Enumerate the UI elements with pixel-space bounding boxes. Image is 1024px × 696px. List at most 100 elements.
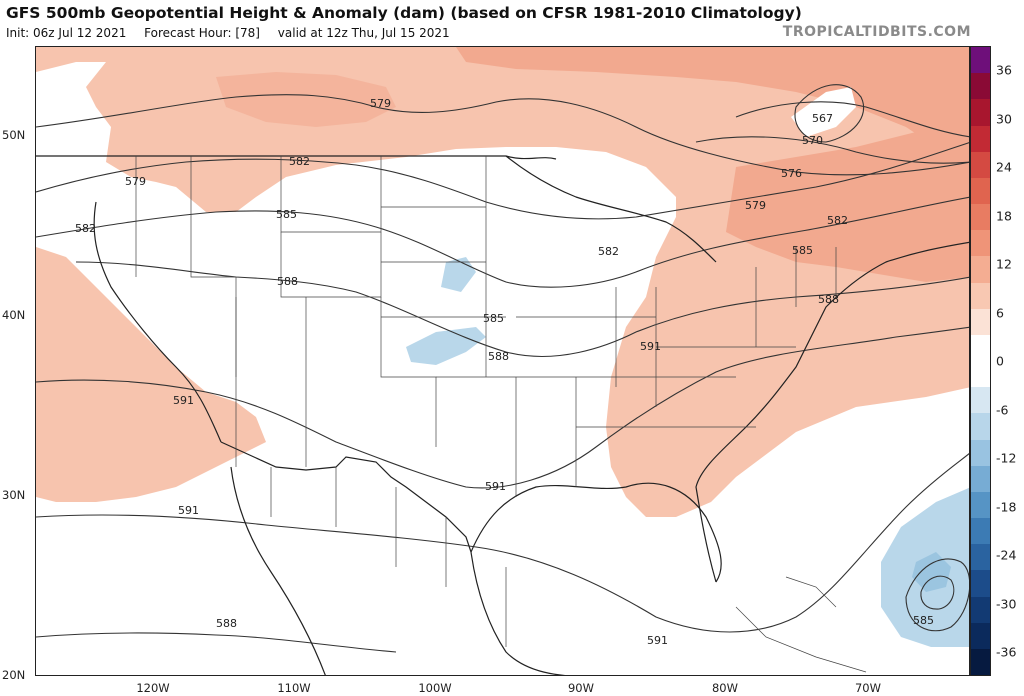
positive-anomaly-shading (36, 47, 969, 517)
colorbar-segment (971, 308, 990, 336)
colorbar-tick-label: 6 (996, 305, 1004, 320)
political-boundaries (36, 155, 969, 675)
longitude-label: 120W (136, 681, 170, 695)
colorbar-segment (971, 47, 990, 74)
colorbar-segment (971, 570, 990, 597)
contour-label: 582 (289, 155, 310, 168)
great-lakes-border (505, 155, 717, 263)
latitude-label: 40N (2, 308, 26, 322)
latitude-label: 20N (2, 668, 26, 682)
us-mexico-border (220, 441, 472, 553)
colorbar-tick-label: 36 (996, 62, 1012, 78)
forecast-hour: Forecast Hour: [78] (144, 26, 260, 40)
caribbean-islands (735, 576, 867, 673)
colorbar-segment (971, 648, 990, 676)
contour-label: 576 (781, 167, 802, 180)
contour-label: 579 (745, 199, 766, 212)
longitude-label: 100W (418, 681, 452, 695)
longitude-label: 70W (854, 681, 882, 695)
state-line (380, 297, 437, 447)
latitude-label: 50N (2, 128, 26, 142)
contour-label: 582 (827, 214, 848, 227)
colorbar-segment (971, 282, 990, 310)
source-watermark: TROPICALTIDBITS.COM (782, 24, 971, 40)
colorbar-segment (971, 334, 990, 362)
colorbar-tick-label: -12 (996, 450, 1017, 466)
colorbar-segment (971, 622, 990, 650)
contour-591-gulf (36, 453, 969, 633)
mexico-state-line (270, 467, 507, 647)
colorbar-segment (971, 73, 990, 100)
contour-label: 588 (818, 293, 839, 306)
positive-anomaly-core (216, 47, 969, 282)
state-line (280, 232, 382, 298)
contour-label: 579 (370, 97, 391, 110)
contour-label: 591 (178, 504, 199, 517)
colorbar-segment (971, 439, 990, 467)
colorbar-segment (971, 413, 990, 440)
cool-anomaly-plains-south (406, 327, 486, 365)
init-time: Init: 06z Jul 12 2021 (6, 26, 127, 40)
warm-anomaly-core-canada (456, 47, 969, 147)
colorbar-segment (971, 256, 990, 283)
colorbar-tick-label: 30 (996, 111, 1012, 126)
map-subtitle: Init: 06z Jul 12 2021 Forecast Hour: [78… (6, 26, 464, 40)
map-canvas (36, 47, 969, 675)
colorbar-tick-label: -30 (996, 596, 1017, 611)
colorbar-segment (971, 465, 990, 493)
colorbar-segment (971, 177, 990, 205)
colorbar-segment (971, 518, 990, 545)
warm-anomaly-core-northeast (726, 117, 969, 282)
contour-label: 591 (647, 634, 668, 647)
contour-579-north (36, 94, 969, 176)
contour-label: 585 (913, 614, 934, 627)
contour-label: 567 (812, 112, 833, 125)
colorbar-tick-label: 12 (996, 256, 1012, 272)
contour-585-mid (36, 196, 969, 288)
longitude-label: 80W (711, 681, 739, 695)
contour-567-closed-low (794, 84, 865, 143)
contour-label: 579 (125, 175, 146, 188)
colorbar-tick-label: -18 (996, 499, 1017, 514)
us-west-coast (93, 201, 222, 443)
colorbar-tick-label: 24 (996, 159, 1012, 175)
contour-label: 588 (216, 617, 237, 630)
contour-576 (695, 136, 969, 164)
contour-label: 585 (792, 244, 813, 257)
contour-582-atlantic-low (920, 575, 955, 610)
mexico-baja (230, 466, 326, 675)
atlantic-coast (695, 241, 969, 583)
state-line (755, 247, 837, 347)
colorbar-segment (971, 387, 990, 414)
contour-label: 588 (277, 275, 298, 288)
colorbar-segment (971, 491, 990, 519)
colorbar-tick-label: -36 (996, 644, 1017, 660)
longitude-label: 90W (567, 681, 595, 695)
contour-label: 582 (598, 245, 619, 258)
warm-anomaly-core-northwest (216, 72, 396, 127)
state-boundaries (135, 156, 867, 673)
contour-label: 585 (483, 312, 504, 325)
contour-588-southwest (36, 632, 397, 653)
colorbar-segment (971, 204, 990, 231)
contour-570 (735, 101, 969, 138)
map-panel[interactable]: 579 582 585 588 591 567 570 576 579 582 … (35, 46, 970, 676)
contour-591-south (36, 326, 969, 489)
colorbar-tick-label: -24 (996, 547, 1017, 563)
height-contours (36, 84, 969, 653)
colorbar-segment (971, 99, 990, 126)
longitude-label: 110W (277, 681, 311, 695)
gulf-coast (470, 482, 722, 583)
colorbar-segment (971, 230, 990, 257)
colorbar-segment (971, 544, 990, 571)
mexico-gulf-coast (470, 551, 566, 675)
anomaly-colorbar (970, 46, 991, 676)
state-line (280, 156, 382, 233)
neutral-anomaly-hudson (791, 87, 856, 137)
latitude-label: 30N (2, 488, 26, 502)
map-title: GFS 500mb Geopotential Height & Anomaly … (6, 4, 802, 22)
warm-anomaly-west-coast (36, 247, 266, 502)
contour-label: 570 (802, 134, 823, 147)
state-line (516, 316, 796, 428)
contour-585-atlantic-low (905, 558, 969, 632)
